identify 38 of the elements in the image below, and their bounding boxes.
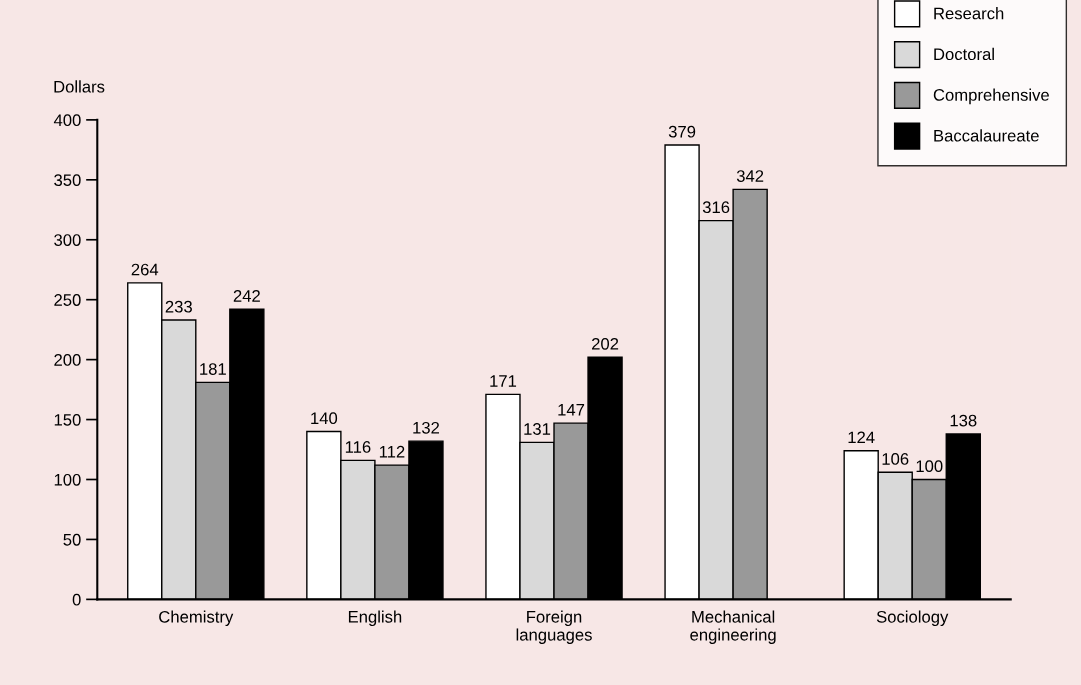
legend-label: Baccalaureate [934,129,1039,142]
y-tick-label: 300 [54,234,81,246]
data-label: 379 [668,125,696,138]
y-axis-title: Dollars [54,80,105,93]
y-tick-label: 350 [54,174,81,187]
y-tick-label: 150 [54,413,81,426]
y-tick-label: 100 [54,473,81,486]
data-label: 131 [524,423,551,435]
legend-label: Doctoral [934,47,994,61]
data-label: 181 [200,363,226,375]
data-label: 342 [736,170,764,182]
data-label: 233 [165,300,192,313]
data-label: 138 [950,414,977,427]
x-tick-label: English [348,610,402,627]
y-tick-label: 400 [53,114,81,127]
data-label: 264 [131,263,159,276]
data-label: 106 [882,453,909,465]
y-tick-label: 0 [72,593,81,606]
y-tick-label: 250 [54,294,81,306]
x-tick-label: Foreign languages [516,610,592,644]
legend-label: Research [934,7,1004,20]
data-label: 100 [916,460,943,473]
data-label: 242 [233,290,260,302]
data-label: 112 [379,445,405,458]
data-label: 116 [345,441,371,453]
data-label: 171 [490,375,517,387]
x-tick-label: Sociology [876,610,949,627]
y-tick-label: 200 [54,354,81,366]
data-label: 140 [311,412,338,425]
data-label: 124 [848,431,875,444]
data-label: 316 [702,201,730,214]
legend-label: Comprehensive [933,88,1049,105]
x-tick-label: Mechanical engineering [690,610,776,644]
data-label: 147 [558,404,585,416]
x-tick-label: Chemistry [159,610,234,627]
y-tick-label: 50 [63,533,81,546]
data-label: 132 [413,421,440,434]
data-label: 202 [591,337,619,350]
